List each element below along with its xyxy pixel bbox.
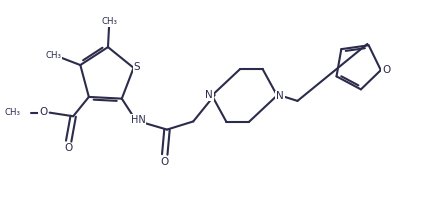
Text: O: O [161,157,169,167]
Text: N: N [205,90,213,100]
Text: O: O [65,143,73,153]
Text: CH₃: CH₃ [101,17,117,26]
Text: O: O [382,65,391,75]
Text: CH₃: CH₃ [5,108,21,117]
Text: CH₃: CH₃ [46,51,62,60]
Text: N: N [276,91,284,101]
Text: O: O [39,107,48,117]
Text: S: S [133,62,140,72]
Text: HN: HN [131,115,145,125]
